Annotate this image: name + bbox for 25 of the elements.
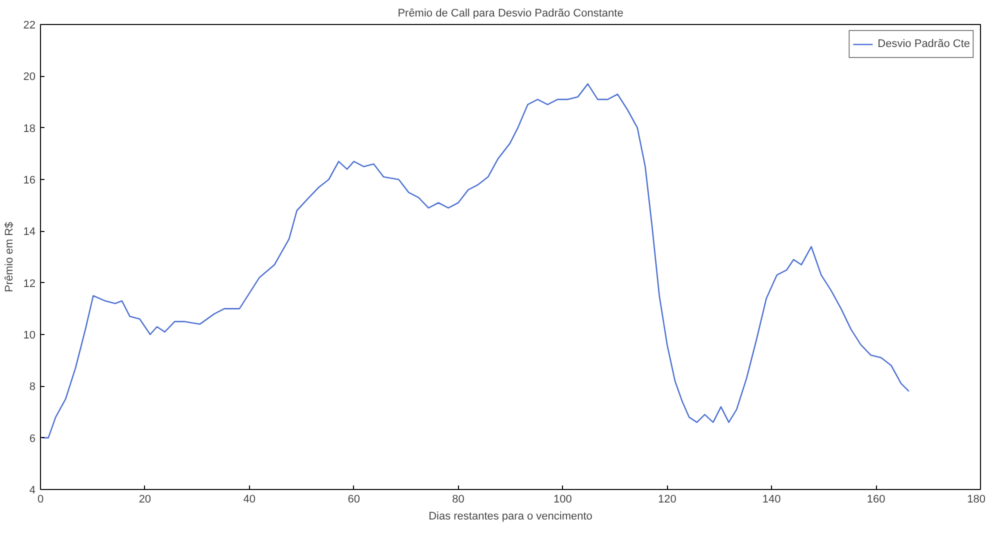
legend-label: Desvio Padrão Cte [878,38,970,50]
x-tick-label: 160 [866,494,886,506]
x-tick-label: 80 [452,494,464,506]
y-tick-label: 10 [23,330,36,342]
x-tick-label: 40 [243,494,256,506]
y-tick-label: 22 [23,20,36,32]
x-tick-label: 0 [37,494,44,506]
y-tick-label: 12 [23,278,36,290]
y-tick-label: 4 [29,484,36,496]
y-axis-title: Prêmio em R$ [3,222,16,292]
x-tick-label: 60 [348,494,360,506]
y-tick-label: 18 [23,122,36,135]
y-tick-label: 8 [29,381,36,394]
x-tick-label: 100 [554,494,572,506]
y-tick-label: 6 [29,432,36,445]
y-tick-label: 16 [23,174,36,186]
x-tick-label: 140 [762,494,781,506]
x-axis-title: Dias restantes para o vencimento [428,510,592,522]
line-series [42,83,910,438]
x-tick-label: 20 [138,494,152,506]
chart-title: Prêmio de Call para Desvio Padrão Constante [398,8,624,20]
x-tick-label: 120 [658,494,676,506]
y-tick-label: 14 [23,226,36,238]
x-tick-label: 180 [967,494,986,506]
y-tick-label: 20 [23,71,36,84]
